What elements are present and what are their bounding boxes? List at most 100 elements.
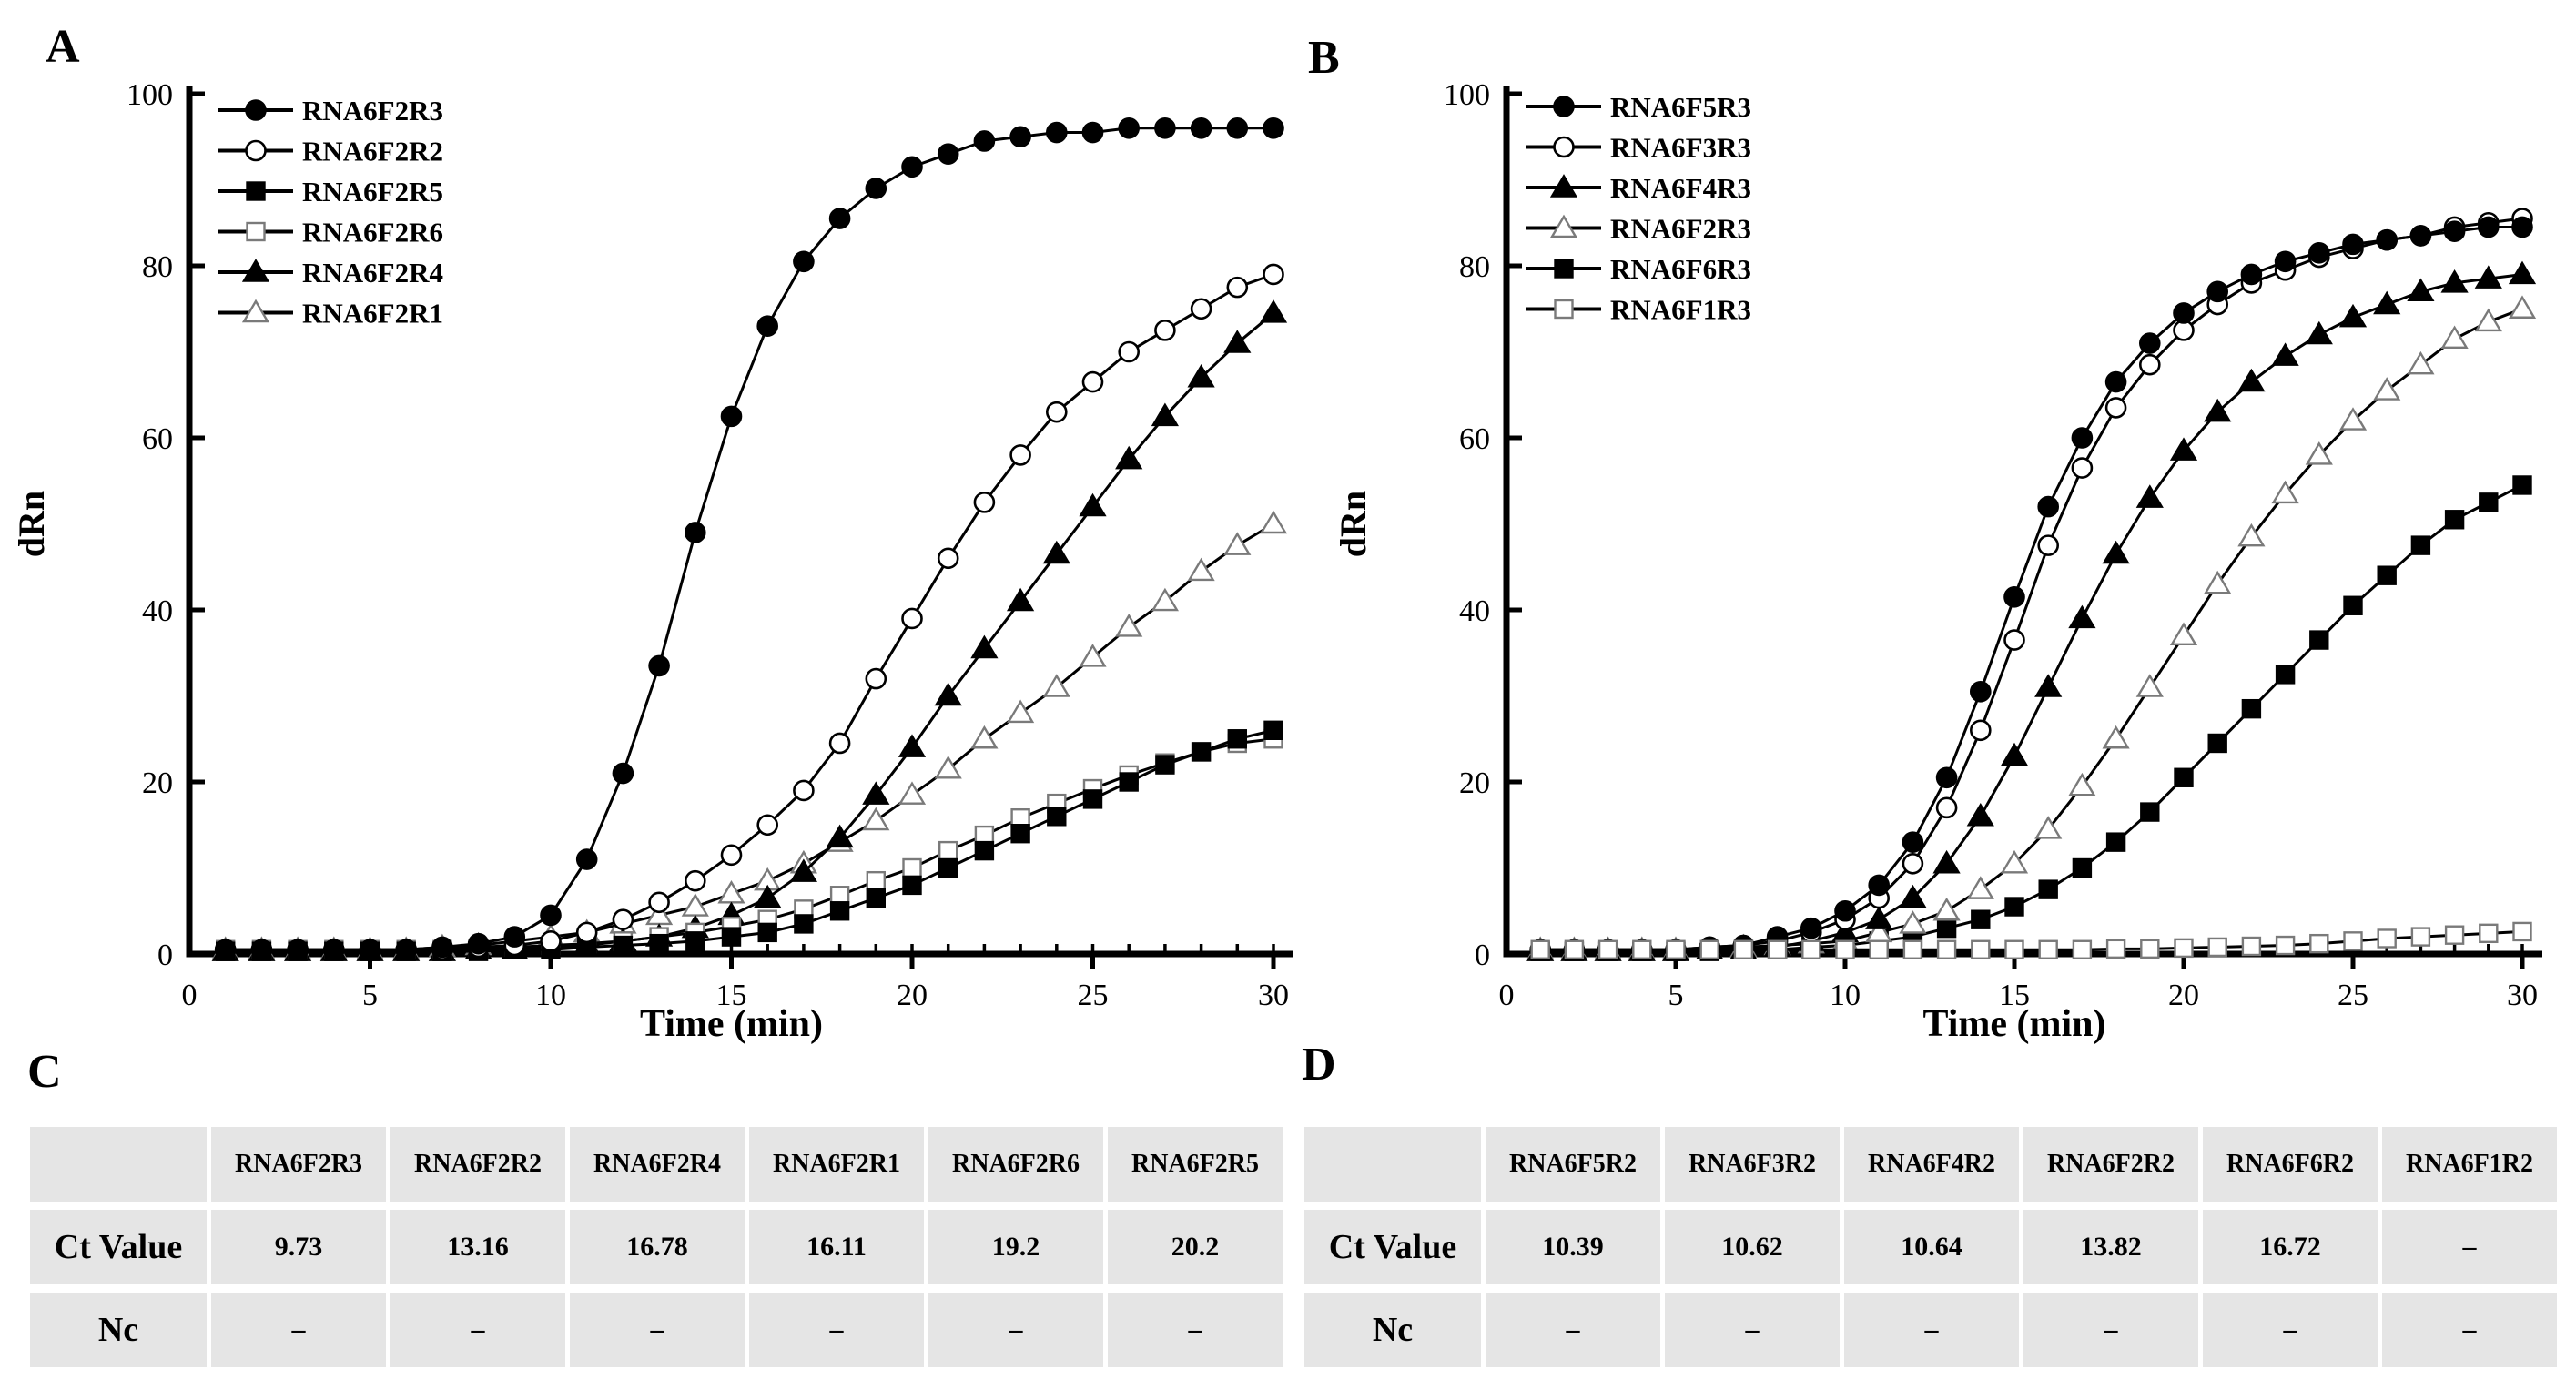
table-value: 13.16 <box>390 1210 565 1284</box>
series-line-RNA6F5R3 <box>1540 225 2522 951</box>
series-line-RNA6F1R3 <box>1540 929 2523 951</box>
data-point-RNA6F2R3 <box>1263 117 1284 139</box>
data-point-RNA6F6R3 <box>2105 832 2126 852</box>
table-value: 16.11 <box>749 1210 924 1284</box>
data-point-RNA6F2R1 <box>898 781 927 805</box>
table-value: 19.2 <box>928 1210 1103 1284</box>
legend-label-RNA6F3R3: RNA6F3R3 <box>1610 132 1751 164</box>
data-point-RNA6F1R3 <box>2038 939 2058 959</box>
data-point-RNA6F2R3 <box>684 522 706 543</box>
table-value: – <box>1486 1293 1660 1367</box>
table-value: 16.72 <box>2203 1210 2378 1284</box>
data-point-RNA6F2R2 <box>1009 444 1031 466</box>
data-point-RNA6F1R3 <box>1733 939 1754 959</box>
data-point-RNA6F2R3 <box>973 130 996 152</box>
data-point-RNA6F1R3 <box>1936 939 1957 959</box>
data-point-RNA6F2R3 <box>1081 121 1104 144</box>
y-tick-label: 60 <box>142 422 173 456</box>
data-point-RNA6F2R5 <box>794 914 814 934</box>
data-point-RNA6F2R3 <box>2474 308 2502 332</box>
data-point-RNA6F5R3 <box>2342 233 2364 256</box>
x-tick-label: 20 <box>897 979 928 1012</box>
data-point-RNA6F2R5 <box>1010 824 1030 844</box>
data-point-RNA6F6R3 <box>2309 630 2329 650</box>
data-point-RNA6F2R3 <box>648 654 670 677</box>
data-point-RNA6F2R3 <box>1932 897 1961 921</box>
data-point-RNA6F2R3 <box>2271 480 2299 504</box>
data-point-RNA6F4R3 <box>2305 320 2333 345</box>
legend-marker-RNA6F6R3 <box>1554 259 1574 279</box>
data-point-RNA6F5R3 <box>1902 831 1924 853</box>
data-point-RNA6F5R3 <box>2308 242 2330 264</box>
amplification-chart-a: 0 20 40 60 80 100 0 5 10 15 20 25 30 Time (min) dRn RNA… <box>11 78 1293 1045</box>
data-point-RNA6F2R4 <box>1115 445 1143 470</box>
data-point-RNA6F2R4 <box>1187 363 1215 388</box>
data-point-RNA6F2R3 <box>756 315 779 337</box>
data-point-RNA6F2R2 <box>828 732 851 755</box>
data-point-RNA6F2R3 <box>467 932 490 955</box>
series-line-RNA6F2R1 <box>225 523 1274 951</box>
data-point-RNA6F1R3 <box>1902 939 1923 959</box>
data-point-RNA6F1R3 <box>2004 939 2024 959</box>
data-point-RNA6F2R3 <box>2508 295 2537 319</box>
data-point-RNA6F2R1 <box>681 893 709 917</box>
y-tick-label: 40 <box>1459 594 1490 628</box>
data-point-RNA6F2R2 <box>720 844 743 867</box>
data-point-RNA6F1R3 <box>2410 927 2431 947</box>
series-line-RNA6F2R3 <box>1540 307 2523 951</box>
legend-label-RNA6F2R2: RNA6F2R2 <box>302 136 443 167</box>
data-point-RNA6F2R3 <box>1046 121 1068 144</box>
data-point-RNA6F3R3 <box>2071 457 2094 479</box>
row-header: Nc <box>1304 1293 1481 1367</box>
data-point-RNA6F6R3 <box>2343 595 2363 615</box>
data-point-RNA6F4R3 <box>2237 368 2266 392</box>
column-header: RNA6F1R2 <box>2382 1127 2557 1202</box>
data-point-RNA6F2R1 <box>1115 614 1143 637</box>
column-header: RNA6F2R2 <box>2023 1127 2198 1202</box>
data-point-RNA6F2R3 <box>250 939 273 961</box>
legend-label-RNA6F2R3: RNA6F2R3 <box>1610 213 1751 245</box>
data-point-RNA6F2R2 <box>937 547 959 570</box>
data-point-RNA6F5R3 <box>1969 680 1992 703</box>
data-point-RNA6F1R3 <box>2140 939 2160 959</box>
data-point-RNA6F6R3 <box>2241 698 2262 719</box>
data-point-RNA6F2R3 <box>214 939 237 961</box>
data-point-RNA6F2R4 <box>826 824 854 848</box>
data-point-RNA6F2R3 <box>431 936 453 959</box>
data-point-RNA6F2R3 <box>2373 377 2401 401</box>
column-header: RNA6F3R2 <box>1665 1127 1840 1202</box>
data-point-RNA6F2R1 <box>717 879 745 904</box>
panel-label-a: A <box>46 21 80 73</box>
data-point-RNA6F6R3 <box>2140 802 2160 822</box>
data-point-RNA6F6R3 <box>2207 733 2227 754</box>
data-point-RNA6F2R5 <box>685 931 705 951</box>
data-point-RNA6F2R5 <box>829 901 850 921</box>
data-point-RNA6F4R3 <box>2068 604 2096 629</box>
data-point-RNA6F2R3 <box>2034 816 2063 839</box>
series-line-RNA6F4R3 <box>1540 272 2523 953</box>
data-point-RNA6F6R3 <box>2004 897 2024 917</box>
x-tick-label: 15 <box>1999 979 2030 1012</box>
legend-marker-RNA6F2R5 <box>246 181 266 201</box>
data-point-RNA6F2R4 <box>1006 587 1035 612</box>
data-point-RNA6F2R2 <box>575 921 598 944</box>
data-point-RNA6F5R3 <box>2376 228 2398 251</box>
data-point-RNA6F4R3 <box>2102 540 2130 564</box>
table-value: – <box>928 1293 1103 1367</box>
table-value: 10.62 <box>1665 1210 1840 1284</box>
data-point-RNA6F2R2 <box>1046 401 1068 423</box>
data-point-RNA6F2R6 <box>866 870 886 891</box>
legend-marker-RNA6F2R4 <box>241 259 270 282</box>
data-point-RNA6F4R3 <box>2508 260 2537 285</box>
y-tick-label: 20 <box>142 766 173 800</box>
x-axis-title: Time (min) <box>640 1003 823 1045</box>
data-point-RNA6F2R3 <box>901 156 923 178</box>
data-point-RNA6F3R3 <box>1935 796 1958 819</box>
data-point-RNA6F2R3 <box>2305 441 2333 465</box>
data-point-RNA6F2R3 <box>322 939 345 961</box>
data-point-RNA6F5R3 <box>2037 495 2060 518</box>
y-tick-label: 20 <box>1459 766 1490 800</box>
data-point-RNA6F2R3 <box>2135 674 2164 697</box>
data-point-RNA6F2R5 <box>1191 742 1212 762</box>
data-point-RNA6F2R2 <box>1081 370 1104 393</box>
